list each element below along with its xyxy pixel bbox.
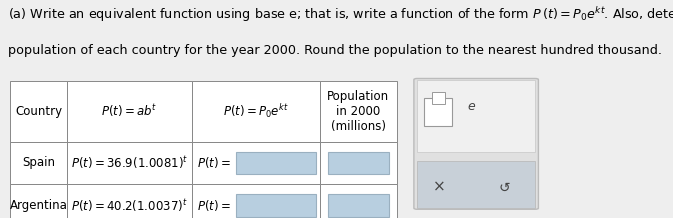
Text: $P(t)=ab^t$: $P(t)=ab^t$ [102,103,157,119]
Text: Country: Country [15,105,63,118]
Text: $P(t)=$: $P(t)=$ [197,155,231,170]
Text: population of each country for the year 2000. Round the population to the neares: population of each country for the year … [8,44,662,57]
Text: (a) Write an equivalent function using base e; that is, write a function of the : (a) Write an equivalent function using b… [8,5,673,24]
Text: ×: × [433,180,446,195]
Text: Population
in 2000
(millions): Population in 2000 (millions) [327,90,390,133]
Text: ↺: ↺ [499,181,511,194]
Text: $P(t)=$: $P(t)=$ [197,198,231,213]
Text: $P(t)=36.9(1.0081)^t$: $P(t)=36.9(1.0081)^t$ [71,155,188,171]
Text: e: e [467,100,475,113]
Text: $P(t)=P_0e^{kt}$: $P(t)=P_0e^{kt}$ [223,102,289,120]
Text: $P(t)=40.2(1.0037)^t$: $P(t)=40.2(1.0037)^t$ [71,197,188,214]
Text: Spain: Spain [22,157,55,169]
Text: Argentina: Argentina [10,199,67,212]
